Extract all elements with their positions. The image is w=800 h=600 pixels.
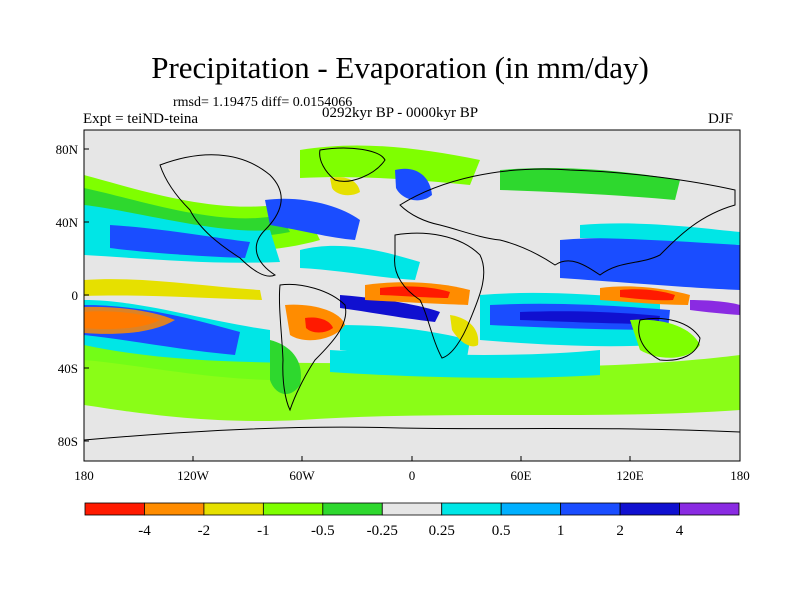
colorbar-swatch-1: [144, 502, 205, 516]
x-label-0: 0: [409, 468, 416, 483]
field-green-siberia: [500, 168, 680, 200]
plot-title: Precipitation - Evaporation (in mm/day): [151, 50, 649, 85]
y-label-40s: 40S: [58, 361, 78, 376]
x-axis: 180 120W 60W 0 60E 120E 180: [74, 456, 750, 483]
coast-africa: [394, 232, 485, 359]
field-yellow-south-africa: [450, 315, 479, 347]
colorbar-swatch-0: [84, 502, 145, 516]
coastlines: [84, 147, 740, 441]
coast-eurasia: [399, 168, 736, 276]
precip-field: [84, 145, 740, 422]
colorbar-swatch-10: [679, 502, 740, 516]
x-label-60w: 60W: [289, 468, 315, 483]
y-label-80n: 80N: [56, 142, 79, 157]
colorbar-label-1: -2: [198, 523, 211, 539]
coast-north-america: [159, 154, 282, 277]
field-blue-west-pacific: [560, 237, 740, 290]
field-red-africa: [380, 286, 450, 298]
colorbar-label-8: 2: [616, 523, 624, 539]
colorbar-swatch-5: [381, 502, 443, 516]
season-label: DJF: [708, 111, 734, 127]
coast-australia: [638, 317, 701, 361]
field-blue-north-atlantic: [265, 198, 360, 240]
field-red-amazon: [305, 317, 333, 333]
field-yellow-eq-pacific: [84, 279, 262, 300]
field-green-australia: [630, 319, 700, 358]
colorbar-swatch-8: [560, 502, 621, 516]
stats-line: rmsd= 1.19475 diff= 0.0154066: [173, 95, 353, 110]
colorbar-swatch-9: [619, 502, 680, 516]
field-cyan-north-atlantic: [300, 245, 420, 280]
colorbar-swatch-7: [500, 502, 562, 516]
field-blue-eq-atlantic: [340, 295, 440, 322]
colorbar-label-5: 0.25: [429, 523, 455, 539]
colorbar-label-7: 1: [557, 523, 565, 539]
y-axis: 80N 40N 0 40S 80S: [56, 142, 89, 449]
x-label-180w: 180: [74, 468, 94, 483]
colorbar-label-2: -1: [257, 523, 270, 539]
x-label-60e: 60E: [511, 468, 532, 483]
field-green-southern-ocean: [84, 345, 740, 422]
field-green-arctic: [300, 145, 480, 185]
x-label-120w: 120W: [177, 468, 210, 483]
colorbar-swatch-6: [441, 502, 502, 516]
field-cyan-south-atlantic: [340, 325, 470, 370]
colorbar-label-6: 0.5: [492, 523, 511, 539]
colorbar-label-0: -4: [138, 523, 151, 539]
colorbar-label-9: 4: [676, 523, 684, 539]
colorbar: -4 -2 -1 -0.5 -0.25 0.25 0.5 1 2 4: [84, 502, 740, 539]
y-label-80s: 80S: [58, 434, 78, 449]
field-purple-trop-west-pacific: [690, 300, 740, 315]
field-red-maritime: [620, 289, 675, 301]
field-orange-south-pacific: [84, 306, 175, 334]
x-label-180e: 180: [730, 468, 750, 483]
x-label-120e: 120E: [616, 468, 644, 483]
y-label-0: 0: [72, 288, 79, 303]
field-purple-indian: [520, 311, 660, 324]
colorbar-label-4: -0.25: [367, 523, 398, 539]
field-blue-north-pacific: [110, 225, 250, 258]
colorbar-swatch-2: [203, 502, 264, 516]
y-label-40n: 40N: [56, 215, 79, 230]
field-green-south-america: [270, 340, 301, 395]
coast-antarctica: [84, 426, 740, 441]
coast-south-america: [278, 283, 347, 412]
period-label: 0292kyr BP - 0000kyr BP: [322, 105, 479, 121]
field-cyan-west-pacific: [580, 223, 740, 245]
colorbar-swatch-3: [262, 502, 324, 516]
experiment-label: Expt = teiND-teina: [83, 111, 199, 127]
coast-greenland: [319, 147, 386, 182]
field-yellow-greenland: [330, 177, 360, 196]
colorbar-swatch-4: [322, 502, 383, 516]
colorbar-label-3: -0.5: [311, 523, 335, 539]
